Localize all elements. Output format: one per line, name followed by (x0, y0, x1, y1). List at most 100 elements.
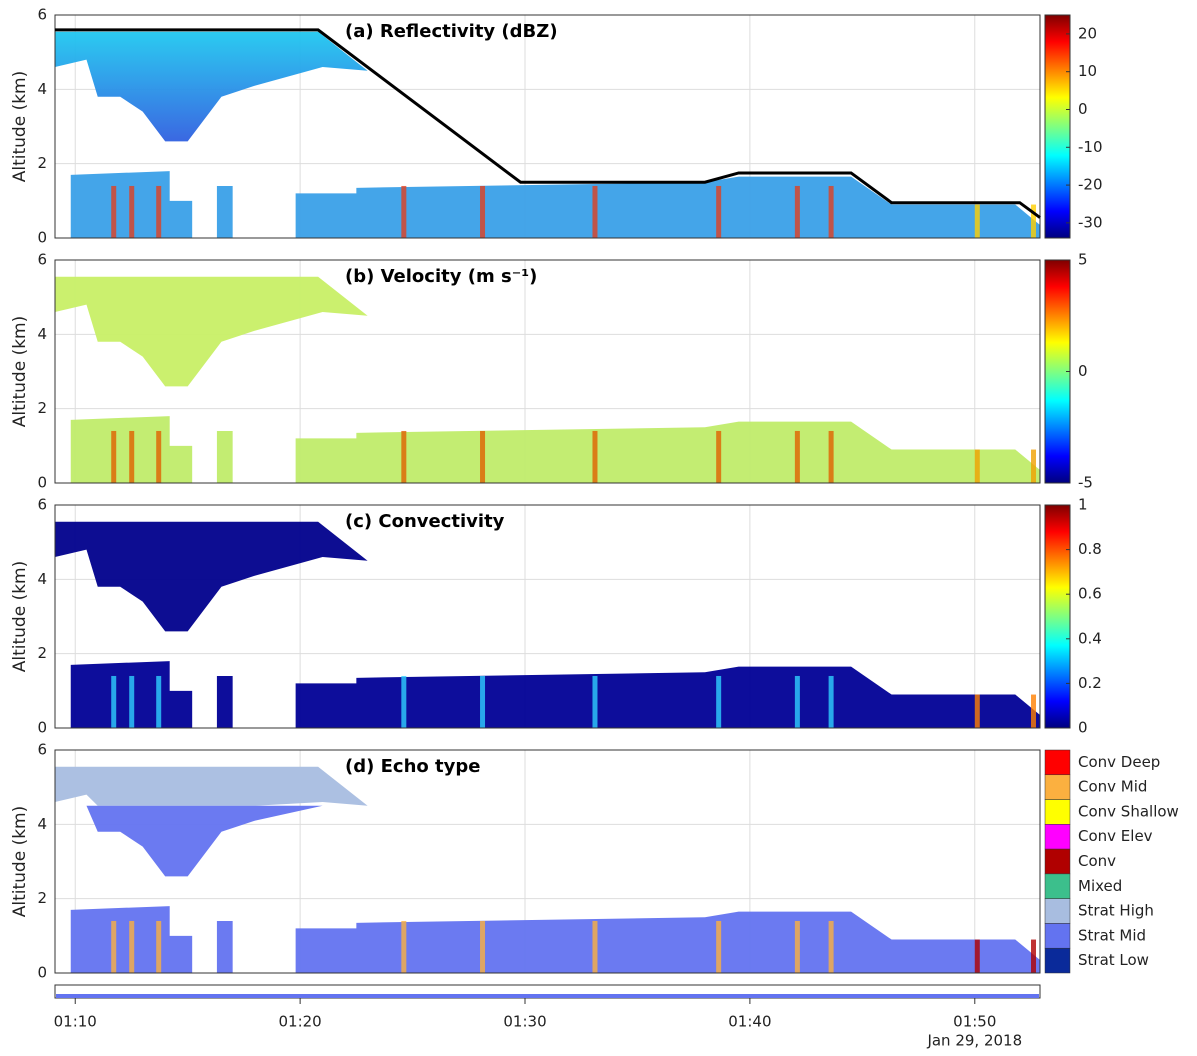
legend-swatch (1045, 948, 1070, 973)
echo-streak (401, 921, 406, 973)
colorbar-tick-label: 0.6 (1078, 585, 1102, 603)
y-axis-label: Altitude (km) (10, 71, 30, 183)
y-tick-label: 0 (37, 474, 47, 492)
echo-streak (1031, 205, 1036, 238)
echo-streak (129, 921, 134, 973)
echo-streak (401, 186, 406, 238)
echo-streak (111, 676, 116, 728)
echo-streak (795, 431, 800, 483)
legend-swatch (1045, 899, 1070, 924)
echo-streak (716, 186, 721, 238)
echo-streak (829, 186, 834, 238)
echo-streak (129, 186, 134, 238)
y-tick-label: 2 (37, 154, 47, 172)
colorbar-tick-label: 10 (1078, 62, 1097, 80)
legend-label: Strat Mid (1078, 926, 1146, 944)
echo-streak (795, 921, 800, 973)
y-tick-label: 0 (37, 229, 47, 247)
y-tick-label: 2 (37, 399, 47, 417)
legend-label: Conv Mid (1078, 778, 1147, 796)
echo-streak (975, 940, 980, 973)
y-axis-label: Altitude (km) (10, 316, 30, 428)
echo-region (217, 431, 233, 483)
echo-streak (716, 676, 721, 728)
x-tick-label: 01:30 (503, 1013, 546, 1031)
colorbar-tick-label: 1 (1078, 496, 1088, 514)
y-axis-label: Altitude (km) (10, 806, 30, 918)
legend-label: Conv (1078, 852, 1116, 870)
legend-swatch (1045, 923, 1070, 948)
legend-label: Strat Low (1078, 951, 1149, 969)
echo-streak (795, 186, 800, 238)
echo-streak (592, 431, 597, 483)
legend-label: Mixed (1078, 877, 1122, 895)
echo-streak (156, 186, 161, 238)
echo-streak (480, 921, 485, 973)
echo-streak (401, 676, 406, 728)
echo-region (217, 921, 233, 973)
echo-streak (156, 676, 161, 728)
x-tick-label: 01:40 (728, 1013, 771, 1031)
echo-streak (111, 186, 116, 238)
figure: 0246Altitude (km)(a) Reflectivity (dBZ)-… (0, 0, 1197, 1052)
y-tick-label: 6 (37, 6, 47, 24)
echo-streak (592, 676, 597, 728)
echo-streak (111, 921, 116, 973)
echo-streak (111, 431, 116, 483)
colorbar (1045, 505, 1070, 728)
colorbar-tick-label: 0.4 (1078, 629, 1102, 647)
echo-streak (716, 921, 721, 973)
echo-streak (480, 676, 485, 728)
y-tick-label: 2 (37, 889, 47, 907)
echo-streak (829, 431, 834, 483)
colorbar-tick-label: 0 (1078, 100, 1088, 118)
legend-swatch (1045, 874, 1070, 899)
echo-streak (975, 695, 980, 728)
echo-streak (716, 431, 721, 483)
echo-streak (156, 431, 161, 483)
panel: 0246Altitude (km)(a) Reflectivity (dBZ)-… (10, 6, 1103, 247)
colorbar-tick-label: -10 (1078, 138, 1103, 156)
colorbar-tick-label: 0.8 (1078, 540, 1102, 558)
y-tick-label: 4 (37, 815, 47, 833)
echo-streak (592, 186, 597, 238)
legend-label: Conv Elev (1078, 827, 1153, 845)
y-tick-label: 0 (37, 964, 47, 982)
echo-streak (1031, 695, 1036, 728)
echo-streak (480, 186, 485, 238)
panel-title: (d) Echo type (345, 756, 480, 777)
echo-streak (829, 676, 834, 728)
legend-swatch (1045, 775, 1070, 800)
y-tick-label: 6 (37, 496, 47, 514)
echo-streak (829, 921, 834, 973)
colorbar-tick-label: -30 (1078, 213, 1103, 231)
y-tick-label: 6 (37, 741, 47, 759)
panel: 0246Altitude (km)(d) Echo typeConv DeepC… (10, 741, 1179, 982)
echo-streak (480, 431, 485, 483)
y-tick-label: 4 (37, 570, 47, 588)
colorbar-tick-label: 0.2 (1078, 674, 1102, 692)
echo-streak (975, 450, 980, 483)
colorbar-tick-label: 20 (1078, 24, 1097, 42)
x-tick-label: 01:10 (54, 1013, 97, 1031)
y-tick-label: 4 (37, 80, 47, 98)
legend-swatch (1045, 750, 1070, 775)
y-tick-label: 6 (37, 251, 47, 269)
x-tick-label: 01:50 (953, 1013, 996, 1031)
colorbar-tick-label: 5 (1078, 251, 1088, 269)
colorbar-tick-label: -20 (1078, 176, 1103, 194)
legend-label: Conv Shallow (1078, 802, 1179, 820)
echo-streak (975, 205, 980, 238)
echo-region (55, 767, 368, 806)
echo-streak (129, 431, 134, 483)
y-tick-label: 2 (37, 644, 47, 662)
echo-region (217, 676, 233, 728)
panel-title: (b) Velocity (m s⁻¹) (345, 266, 537, 287)
y-tick-label: 4 (37, 325, 47, 343)
legend-swatch (1045, 800, 1070, 825)
panel-title: (c) Convectivity (345, 511, 505, 532)
echo-streak (156, 921, 161, 973)
echo-streak (1031, 940, 1036, 973)
